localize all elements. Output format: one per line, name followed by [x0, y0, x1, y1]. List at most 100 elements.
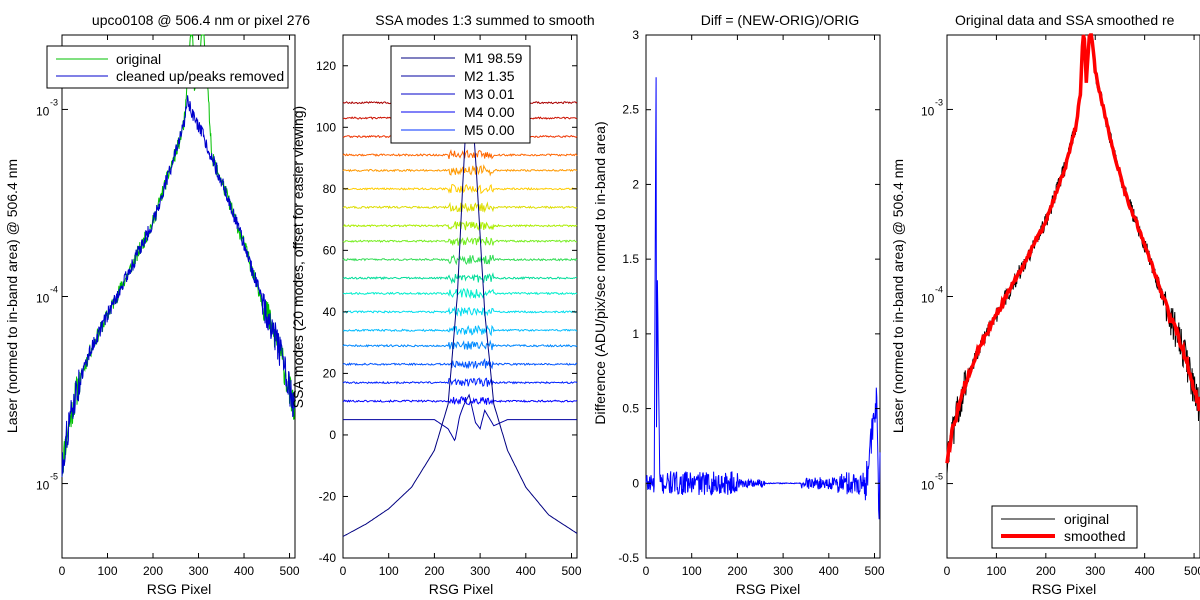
panel-1-legend-original: original	[116, 51, 161, 67]
panel-1-plot	[61, 34, 296, 478]
panel-4-legend-original: original	[1064, 511, 1109, 527]
panel-2-offset-mode-line	[342, 396, 578, 406]
panel-1-ylabel: Laser (normed to in-band area) @ 506.4 n…	[4, 159, 20, 433]
panel-4-frame	[946, 34, 1200, 559]
panel-1-xtick-label: 500	[280, 564, 300, 578]
panel-3-diff-line	[645, 77, 881, 520]
panel-2-ytick-label: -40	[319, 551, 337, 565]
panel-2-offset-mode-line	[342, 358, 578, 370]
panel-3-xtick-label: 400	[819, 564, 839, 578]
panel-1-xtick-label: 300	[189, 564, 209, 578]
panel-2-mode-2-line	[343, 393, 577, 442]
panel-1-ytick-label: 10	[36, 292, 50, 306]
panel-3-title: Diff = (NEW-ORIG)/ORIG	[701, 12, 860, 28]
panel-4-title: Original data and SSA smoothed re	[955, 12, 1175, 28]
panel-2-xtick-label: 400	[516, 564, 536, 578]
panel-3-plot	[645, 77, 881, 520]
panel-2-ytick-label: 80	[323, 182, 337, 196]
panel-1-xtick-label: 0	[59, 564, 66, 578]
panel-2-offset-mode-line	[342, 221, 578, 231]
panel-2-xtick-label: 300	[470, 564, 490, 578]
panel-2-ytick-label: 100	[316, 120, 336, 134]
panel-4-xtick-label: 500	[1184, 564, 1200, 578]
panel-1-ytick-label: 10	[36, 479, 50, 493]
panel-4-plot	[945, 33, 1200, 474]
panel-3-frame	[645, 34, 881, 559]
panel-2-legend-m1: M1 98.59	[464, 50, 523, 66]
panel-3-ylabel: Difference (ADU/pix/sec normed to in-ban…	[592, 121, 608, 424]
panel-3-axes: 0 100 200 300 400 500 -0.5 0 0.5 1 1.5 2 2.5 3	[618, 28, 885, 578]
panel-2-offset-mode-line	[342, 339, 578, 351]
panel-2-legend-m4: M4 0.00	[464, 104, 515, 120]
panel-2-legend-m3: M3 0.01	[464, 86, 515, 102]
panel-2-offset-mode-line	[342, 254, 578, 266]
panel-2-ylabel: SSA modes (20 modes, offset for easier v…	[290, 106, 306, 408]
panel-1-frame	[61, 34, 296, 559]
panel-2-legend: M1 98.59 M2 1.35 M3 0.01 M4 0.00 M5 0.00	[390, 45, 531, 144]
panel-1-xlabel: RSG Pixel	[147, 581, 212, 597]
panel-1-ytick-label: 10	[36, 104, 50, 118]
panel-1-ytick-exp: -3	[50, 97, 58, 107]
panel-2-ytick-label: 40	[323, 305, 337, 319]
panel-3-ytick-label: 0	[632, 476, 639, 490]
panel-2-offset-mode-line	[342, 164, 578, 177]
panel-1-xtick-label: 200	[143, 564, 163, 578]
panel-3-xtick-label: 500	[865, 564, 885, 578]
panel-3-xlabel: RSG Pixel	[736, 581, 801, 597]
panel-2-xtick-label: 500	[562, 564, 582, 578]
panel-4-xtick-label: 200	[1036, 564, 1056, 578]
panel-3-ytick-label: -0.5	[618, 551, 639, 565]
panel-4-ytick-label: 10	[921, 104, 935, 118]
panel-4-legend-smoothed: smoothed	[1064, 528, 1125, 544]
panel-2-legend-m2: M2 1.35	[464, 68, 515, 84]
panel-4-xlabel: RSG Pixel	[1032, 581, 1097, 597]
panel-3-ytick-label: 2	[632, 177, 639, 191]
panel-2-ytick-label: 120	[316, 59, 336, 73]
panel-3: 0 100 200 300 400 500 -0.5 0 0.5 1 1.5 2 2.5 3 Diff =…	[592, 12, 885, 597]
panel-1-ytick-exp: -4	[50, 285, 58, 295]
panel-4-ytick-label: 10	[921, 292, 935, 306]
panel-2-axes: 0 100 200 300 400 500 -40 -20 0 20 40 60 80 100 120	[316, 35, 582, 578]
panel-2-offset-mode-line	[342, 287, 578, 300]
panel-3-ytick-label: 3	[632, 28, 639, 42]
panel-4-ytick-label: 10	[921, 479, 935, 493]
panel-4-legend-box	[991, 505, 1138, 549]
panel-2-ytick-label: 60	[323, 243, 337, 257]
panel-2-ytick-label: 0	[329, 428, 336, 442]
panel-4-series-smoothed-line	[945, 33, 1200, 464]
panel-4-ytick-exp: -3	[935, 97, 943, 107]
panel-3-xtick-label: 200	[727, 564, 747, 578]
panel-2: 0 100 200 300 400 500 -40 -20 0 20 40 60 80 100 120 SS…	[290, 12, 595, 597]
panel-1-legend-cleaned: cleaned up/peaks removed	[116, 68, 284, 84]
panel-2-offset-mode-line	[342, 377, 578, 387]
panel-2-xtick-label: 0	[340, 564, 347, 578]
panel-4-xtick-label: 400	[1135, 564, 1155, 578]
panel-4-legend: original smoothed	[991, 505, 1138, 549]
panel-2-ytick-label: 20	[323, 366, 337, 380]
panel-2-mode-1-line	[342, 65, 578, 537]
panel-3-xtick-label: 100	[682, 564, 702, 578]
panel-2-title: SSA modes 1:3 summed to smooth	[375, 12, 594, 28]
panel-4-ytick-exp: -5	[935, 472, 943, 482]
panel-2-offset-mode-line	[342, 305, 578, 317]
panel-1-legend-box	[46, 45, 289, 89]
panel-1-title: upco0108 @ 506.4 nm or pixel 276	[92, 12, 310, 28]
panel-4-xtick-label: 0	[944, 564, 951, 578]
panel-3-ytick-label: 1	[632, 327, 639, 341]
panel-3-xtick-label: 0	[643, 564, 650, 578]
panel-1-xtick-label: 100	[97, 564, 117, 578]
panel-2-xtick-label: 200	[424, 564, 444, 578]
panel-3-ytick-label: 1.5	[622, 252, 639, 266]
panel-2-xlabel: RSG Pixel	[429, 581, 494, 597]
panel-3-xtick-label: 300	[773, 564, 793, 578]
panel-4-ytick-exp: -4	[935, 285, 943, 295]
panel-2-offset-mode-line	[342, 183, 578, 195]
panel-3-ytick-label: 0.5	[622, 402, 639, 416]
panel-2-offset-mode-line	[342, 324, 578, 337]
panel-1-legend: original cleaned up/peaks removed	[46, 45, 289, 89]
